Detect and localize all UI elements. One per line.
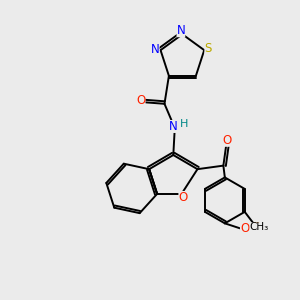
Text: H: H	[180, 119, 188, 129]
Text: N: N	[151, 43, 160, 56]
Text: N: N	[169, 120, 178, 133]
Text: N: N	[176, 24, 185, 37]
Text: O: O	[223, 134, 232, 147]
Text: Br: Br	[253, 222, 266, 232]
Text: O: O	[240, 222, 249, 235]
Text: CH₃: CH₃	[250, 223, 269, 232]
Text: S: S	[204, 42, 212, 55]
Text: O: O	[178, 191, 188, 204]
Text: O: O	[136, 94, 146, 107]
